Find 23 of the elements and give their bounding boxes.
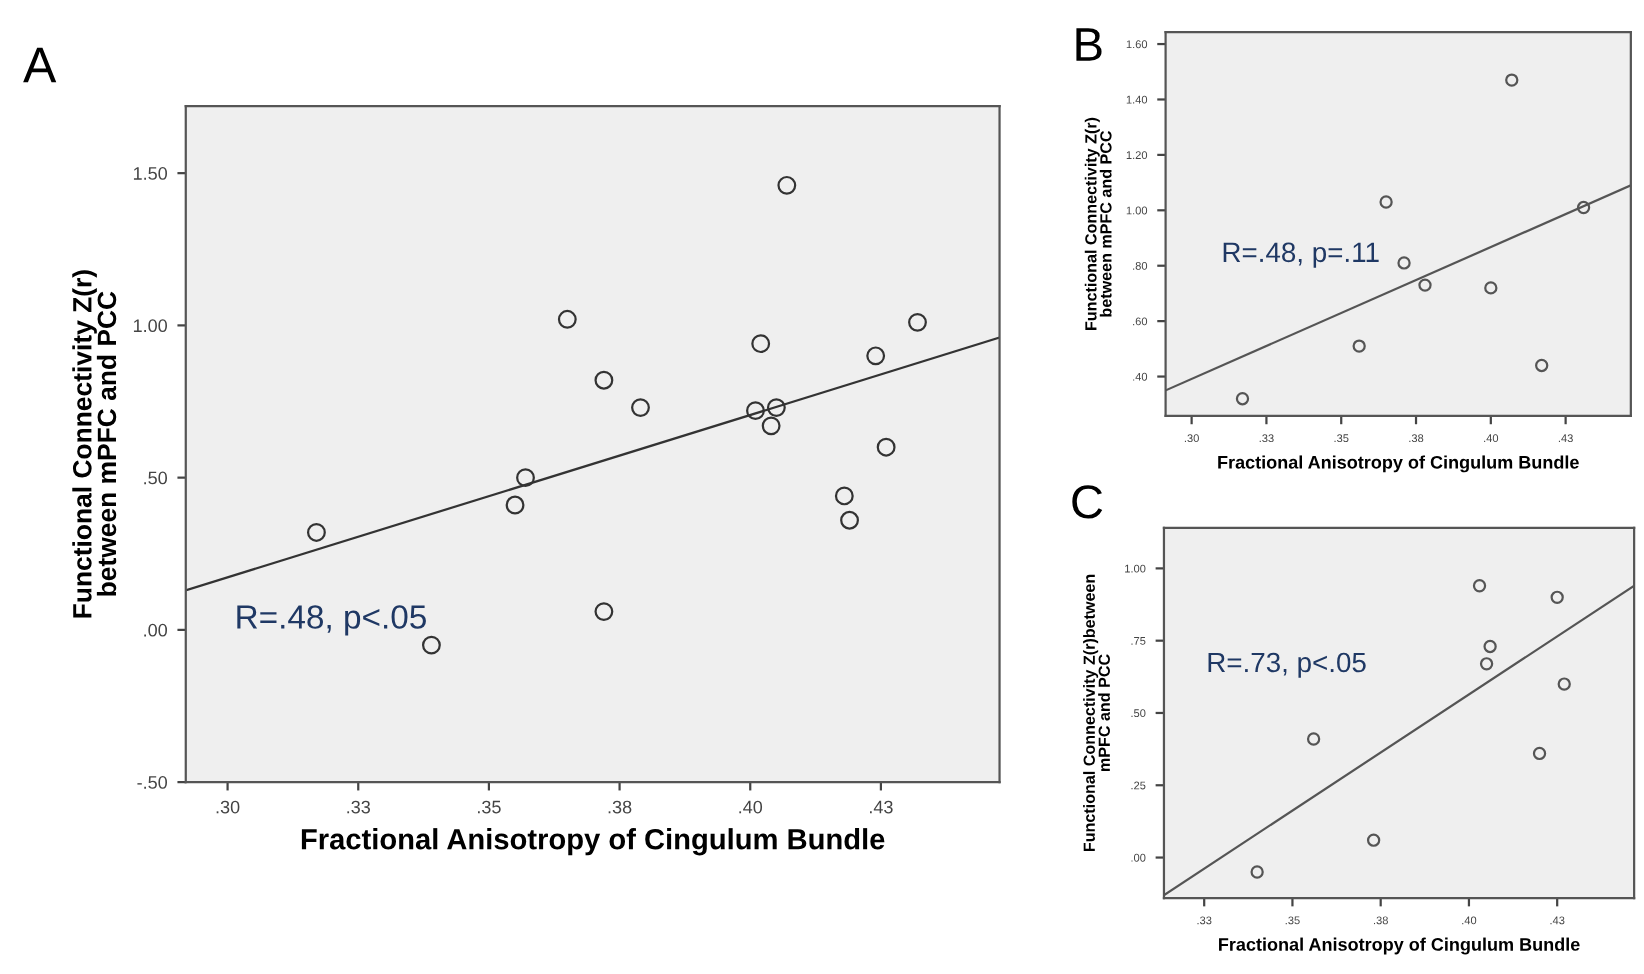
chart-title: C [1072, 485, 1103, 519]
annotation: R=.48, p=.11 [1223, 242, 1379, 268]
annotation: R=.48, p<.05 [237, 605, 426, 636]
x-axis-title: Fractional Anisotropy of Cingulum Bundle [1218, 455, 1579, 473]
x-tick-label: .33 [347, 800, 371, 814]
x-axis-title: Fractional Anisotropy of Cingulum Bundle [1219, 937, 1580, 955]
y-tick-label: .50 [144, 471, 168, 485]
chart-title: A [23, 47, 57, 83]
chart-title: B [1076, 28, 1102, 61]
x-tick-label: .40 [739, 800, 763, 814]
y-axis-title: Functional Connectivity Z(r) between mPFC and PCC [1084, 117, 1112, 330]
y-tick-label: -.50 [137, 776, 168, 789]
x-tick-label: .35 [478, 800, 501, 814]
y-tick-label: .00 [144, 623, 168, 637]
annotation: R=.73, p<.05 [1208, 652, 1366, 678]
y-tick-label: 1.00 [133, 319, 168, 333]
y-tick-label: 1.50 [133, 167, 168, 180]
x-tick-label: .38 [608, 800, 632, 814]
x-tick-label: .30 [216, 800, 240, 814]
x-tick-label: .43 [870, 800, 893, 814]
y-axis-title: Functional Connectivity Z(r)between mPFC and PCC [1083, 574, 1110, 852]
y-axis-title: Functional Connectivity Z(r) between mPFC and PCC [72, 270, 117, 618]
x-axis-title: Fractional Anisotropy of Cingulum Bundle [301, 828, 885, 856]
